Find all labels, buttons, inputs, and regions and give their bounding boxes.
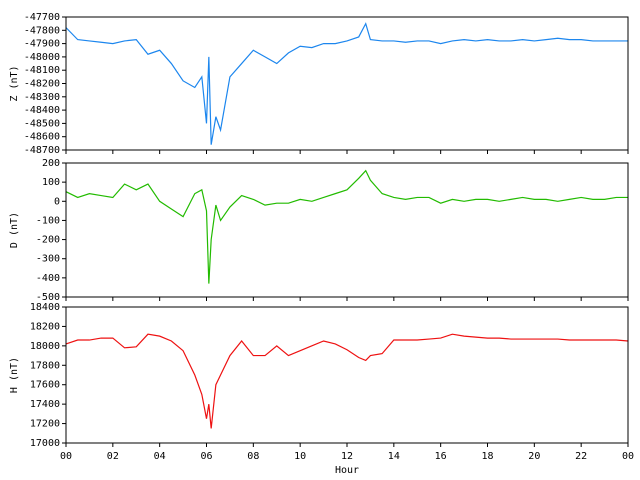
x-tick-label: 20 — [528, 451, 540, 462]
x-tick-label: 22 — [575, 451, 587, 462]
y-tick-label: 100 — [42, 177, 60, 188]
y-tick-label: 200 — [42, 158, 60, 169]
x-tick-label: 16 — [435, 451, 447, 462]
y-axis-label: Z (nT) — [9, 65, 20, 101]
y-tick-label: -48400 — [24, 105, 60, 116]
y-tick-label: 17800 — [30, 360, 60, 371]
y-axis-label: H (nT) — [9, 357, 20, 393]
y-tick-label: -48700 — [24, 145, 60, 156]
x-tick-label: 00 — [622, 451, 634, 462]
x-tick-label: 00 — [60, 451, 72, 462]
y-tick-label: 18000 — [30, 341, 60, 352]
y-tick-label: 17000 — [30, 438, 60, 449]
y-tick-label: -500 — [36, 292, 60, 303]
x-tick-label: 06 — [200, 451, 212, 462]
x-tick-label: 08 — [247, 451, 259, 462]
x-tick-label: 14 — [388, 451, 400, 462]
y-axis-label: D (nT) — [9, 212, 20, 248]
y-tick-label: -200 — [36, 235, 60, 246]
y-tick-label: 0 — [54, 196, 60, 207]
y-tick-label: -48000 — [24, 52, 60, 63]
y-tick-label: -47800 — [24, 25, 60, 36]
y-tick-label: -48600 — [24, 132, 60, 143]
y-tick-label: 17200 — [30, 419, 60, 430]
y-tick-label: -47900 — [24, 39, 60, 50]
y-tick-label: 17400 — [30, 399, 60, 410]
y-tick-label: -48300 — [24, 92, 60, 103]
plot-frame — [65, 16, 629, 151]
y-tick-label: -100 — [36, 215, 60, 226]
y-tick-label: 17600 — [30, 380, 60, 391]
y-tick-label: -400 — [36, 273, 60, 284]
y-tick-label: -48100 — [24, 65, 60, 76]
y-tick-label: -300 — [36, 254, 60, 265]
x-tick-label: 02 — [107, 451, 119, 462]
x-tick-label: 04 — [154, 451, 166, 462]
x-tick-label: 12 — [341, 451, 353, 462]
y-tick-label: -48200 — [24, 79, 60, 90]
data-line — [65, 333, 629, 429]
data-line — [65, 22, 628, 145]
x-tick-label: 18 — [481, 451, 493, 462]
y-tick-label: -48500 — [24, 118, 60, 129]
x-axis-label: Hour — [335, 465, 359, 476]
x-tick-label: 10 — [294, 451, 306, 462]
plot-frame — [65, 306, 629, 444]
data-line — [65, 169, 628, 284]
plot-frame — [65, 162, 629, 298]
y-tick-label: 18400 — [30, 302, 60, 313]
y-tick-label: -47700 — [24, 12, 60, 23]
y-tick-label: 18200 — [30, 321, 60, 332]
